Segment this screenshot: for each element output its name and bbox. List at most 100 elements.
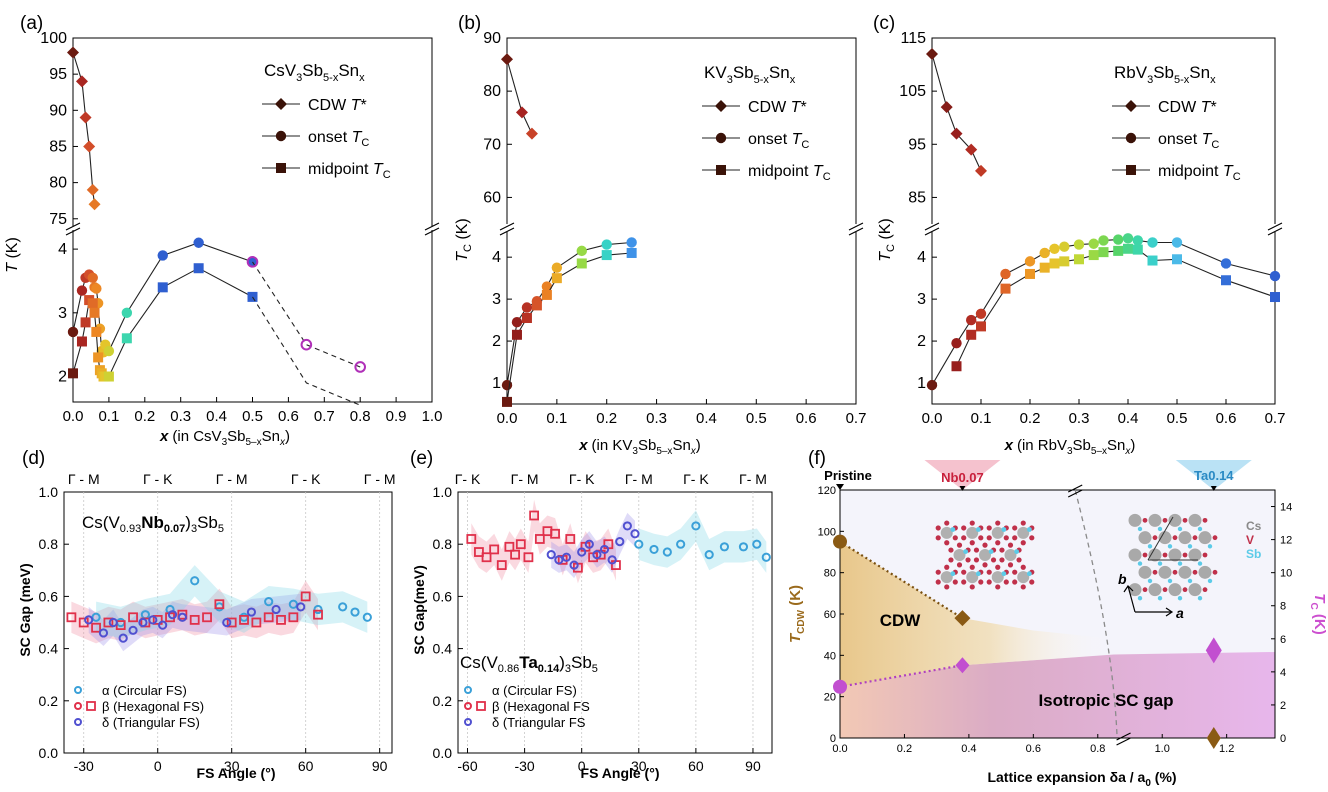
panel-b-label: (b) bbox=[458, 13, 481, 34]
top-axis-label: Γ- M bbox=[625, 471, 653, 487]
y-tick-label: 3 bbox=[917, 291, 926, 308]
sb-atom bbox=[975, 527, 981, 532]
data-marker bbox=[551, 273, 562, 284]
v-atom bbox=[973, 547, 980, 553]
data-marker bbox=[1132, 244, 1143, 255]
top-axis-label: Γ- M bbox=[739, 471, 767, 487]
data-marker bbox=[966, 314, 977, 326]
gap-point-α bbox=[190, 576, 200, 586]
v-atom bbox=[935, 579, 941, 585]
x-tick-label: 0.0 bbox=[832, 743, 847, 755]
y-tick-label: 1.0 bbox=[433, 484, 453, 500]
data-marker bbox=[1221, 275, 1231, 286]
gap-point-β bbox=[128, 612, 138, 623]
data-marker bbox=[87, 298, 98, 309]
axis-break-right bbox=[1267, 222, 1283, 236]
v-atom bbox=[995, 520, 1001, 526]
cs-atom bbox=[1017, 526, 1030, 539]
v-atom bbox=[1172, 535, 1178, 541]
sb-atom bbox=[1167, 544, 1173, 549]
panel-b-legend: KV3Sb5-xSnx CDW T* onset TC midpoint TC bbox=[702, 63, 831, 183]
sb-atom bbox=[1026, 571, 1032, 577]
cs-atom bbox=[1198, 531, 1212, 545]
v-atom bbox=[969, 520, 975, 526]
top-axis-label: Γ- M bbox=[511, 471, 539, 487]
data-marker bbox=[300, 338, 313, 351]
v-atom bbox=[1172, 569, 1178, 575]
data-marker bbox=[940, 101, 953, 114]
x-tick-label: 0.3 bbox=[170, 408, 191, 425]
axis-a-label: a bbox=[1176, 605, 1184, 621]
v-atom bbox=[969, 540, 975, 546]
v-atom bbox=[944, 540, 950, 546]
data-marker bbox=[193, 263, 204, 274]
y-tick-label: 0.2 bbox=[39, 693, 59, 709]
gap-point-α bbox=[264, 597, 274, 607]
gap-point-δ bbox=[271, 604, 281, 615]
gap-point-β bbox=[103, 617, 114, 628]
x-tick-label: 90 bbox=[745, 758, 761, 774]
gap-point-β bbox=[523, 552, 534, 563]
legend-marker bbox=[464, 718, 472, 726]
legend-compound: KV3Sb5-xSnx bbox=[704, 63, 796, 86]
y-tick-label: 95 bbox=[908, 136, 926, 153]
cs-atom bbox=[1128, 513, 1142, 527]
gap-point-β bbox=[510, 549, 520, 560]
top-axis-label: Γ - M bbox=[216, 471, 248, 487]
axis-break-bottom bbox=[1116, 732, 1131, 746]
panel-c-label: (c) bbox=[873, 13, 895, 34]
legend-label: midpoint TC bbox=[748, 163, 831, 183]
y-tick-label: 80 bbox=[49, 175, 67, 192]
legend-marker bbox=[276, 163, 286, 173]
data-marker bbox=[93, 352, 104, 363]
y-tick-label: 1 bbox=[492, 375, 501, 392]
v-atom bbox=[982, 542, 988, 548]
sb-atom bbox=[988, 549, 994, 554]
sc-region bbox=[840, 652, 1275, 738]
sb-atom bbox=[1157, 561, 1163, 566]
legend-marker bbox=[74, 702, 82, 710]
x-tick-label: 0.3 bbox=[646, 410, 667, 427]
data-marker bbox=[76, 285, 88, 296]
data-marker bbox=[103, 371, 114, 382]
data-marker bbox=[1039, 262, 1050, 273]
y-tick-label: 0.2 bbox=[433, 693, 453, 709]
x-tick-label: 0.6 bbox=[796, 410, 817, 427]
gap-point-β bbox=[534, 534, 545, 544]
gap-point-β bbox=[66, 612, 77, 623]
v-atom bbox=[961, 525, 967, 531]
legend-label: onset TC bbox=[1158, 131, 1219, 151]
y-tick-label: 0.4 bbox=[433, 641, 453, 657]
gap-point-α bbox=[91, 612, 101, 622]
cs-atom bbox=[1004, 549, 1017, 561]
gap-point-β bbox=[489, 544, 500, 555]
gap-point-α bbox=[691, 521, 701, 531]
gap-point-δ bbox=[222, 617, 232, 628]
upper-frame bbox=[506, 37, 857, 224]
y-tick-label: 60 bbox=[483, 189, 501, 206]
cs-atom bbox=[1148, 548, 1162, 562]
gap-point-δ bbox=[561, 552, 572, 562]
v-atom bbox=[1012, 579, 1018, 585]
panel-d-axes: Γ - M Γ - K Γ - M Γ - K Γ - M 0.0 0.2 0.4 0.6 0.8… bbox=[39, 471, 396, 774]
sb-atom bbox=[1147, 578, 1153, 584]
gap-point-α bbox=[662, 547, 672, 557]
y-tick-label-left: 60 bbox=[824, 609, 836, 621]
legend-marker bbox=[1126, 165, 1136, 175]
data-marker bbox=[1147, 255, 1158, 266]
data-marker bbox=[1220, 258, 1232, 269]
atom-label: Sb bbox=[1246, 547, 1261, 561]
cs-atom bbox=[1168, 513, 1182, 527]
v-atom bbox=[1182, 587, 1188, 593]
x-tick-label: 0.5 bbox=[1167, 410, 1188, 427]
data-marker bbox=[246, 256, 259, 268]
v-atom bbox=[1007, 542, 1014, 548]
gap-point-δ bbox=[577, 547, 587, 557]
cs-atom bbox=[991, 571, 1004, 584]
x-tick-label: 0.5 bbox=[242, 408, 263, 425]
data-marker bbox=[91, 283, 102, 294]
y-tick-label: 115 bbox=[900, 30, 926, 47]
series-line bbox=[252, 296, 361, 406]
gap-point-β bbox=[189, 614, 200, 625]
gap-point-β bbox=[177, 609, 188, 620]
